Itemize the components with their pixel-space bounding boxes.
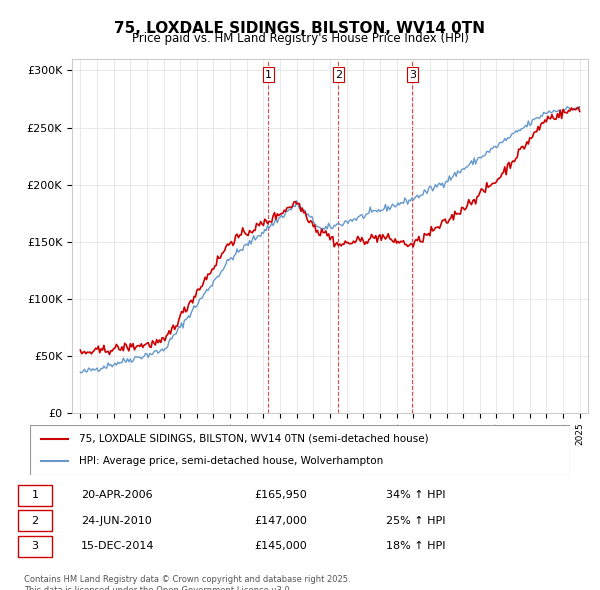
Text: 1: 1 xyxy=(265,70,272,80)
Text: 20-APR-2006: 20-APR-2006 xyxy=(81,490,153,500)
Text: 1: 1 xyxy=(32,490,38,500)
Text: Price paid vs. HM Land Registry's House Price Index (HPI): Price paid vs. HM Land Registry's House … xyxy=(131,32,469,45)
Text: £165,950: £165,950 xyxy=(254,490,307,500)
Text: 18% ↑ HPI: 18% ↑ HPI xyxy=(386,541,446,551)
Text: HPI: Average price, semi-detached house, Wolverhampton: HPI: Average price, semi-detached house,… xyxy=(79,456,383,466)
Text: 34% ↑ HPI: 34% ↑ HPI xyxy=(386,490,446,500)
Text: 24-JUN-2010: 24-JUN-2010 xyxy=(81,516,152,526)
Text: 3: 3 xyxy=(409,70,416,80)
FancyBboxPatch shape xyxy=(18,510,52,531)
Text: Contains HM Land Registry data © Crown copyright and database right 2025.
This d: Contains HM Land Registry data © Crown c… xyxy=(24,575,350,590)
Text: £145,000: £145,000 xyxy=(254,541,307,551)
FancyBboxPatch shape xyxy=(18,485,52,506)
FancyBboxPatch shape xyxy=(30,425,570,475)
Text: 15-DEC-2014: 15-DEC-2014 xyxy=(81,541,155,551)
Text: 3: 3 xyxy=(32,541,38,551)
Text: 25% ↑ HPI: 25% ↑ HPI xyxy=(386,516,446,526)
Text: £147,000: £147,000 xyxy=(254,516,307,526)
Text: 75, LOXDALE SIDINGS, BILSTON, WV14 0TN: 75, LOXDALE SIDINGS, BILSTON, WV14 0TN xyxy=(115,21,485,35)
FancyBboxPatch shape xyxy=(18,536,52,556)
Text: 2: 2 xyxy=(31,516,38,526)
Text: 2: 2 xyxy=(335,70,342,80)
Text: 75, LOXDALE SIDINGS, BILSTON, WV14 0TN (semi-detached house): 75, LOXDALE SIDINGS, BILSTON, WV14 0TN (… xyxy=(79,434,428,444)
